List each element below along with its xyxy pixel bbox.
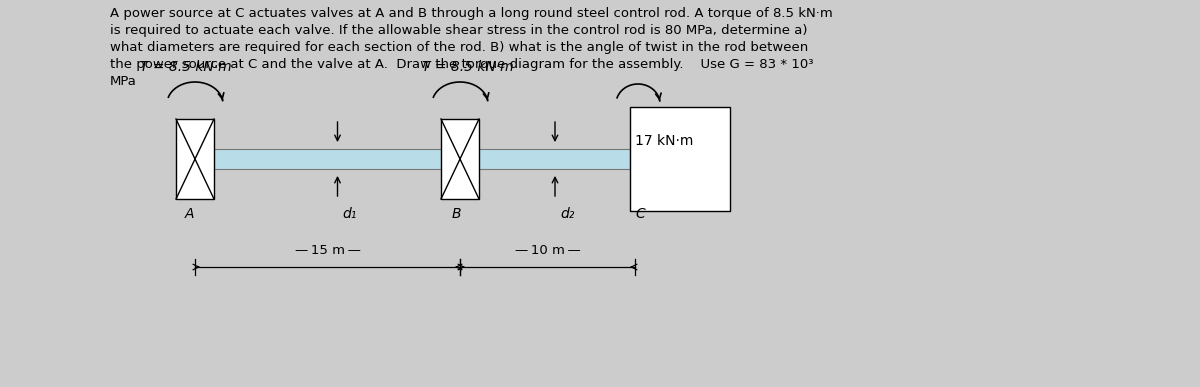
Text: the power source at C and the valve at A.  Draw the torque diagram for the assem: the power source at C and the valve at A… [110, 58, 814, 71]
Text: is required to actuate each valve. If the allowable shear stress in the control : is required to actuate each valve. If th… [110, 24, 808, 37]
Text: 17 kN·m: 17 kN·m [635, 134, 694, 148]
Text: MPa: MPa [110, 75, 137, 88]
Text: A: A [185, 207, 194, 221]
Text: T = 8.5 kN·m: T = 8.5 kN·m [140, 60, 232, 74]
Text: d₂: d₂ [560, 207, 575, 221]
Bar [442, 119, 479, 199]
Text: A power source at C actuates valves at A and B through a long round steel contro: A power source at C actuates valves at A… [110, 7, 833, 20]
Text: C: C [635, 207, 644, 221]
Text: — 15 m —: — 15 m — [294, 244, 360, 257]
Text: T = 8.5 kN·m: T = 8.5 kN·m [422, 60, 514, 74]
Text: B: B [452, 207, 462, 221]
Bar [176, 119, 214, 199]
Text: — 10 m —: — 10 m — [515, 244, 581, 257]
Text: what diameters are required for each section of the rod. B) what is the angle of: what diameters are required for each sec… [110, 41, 809, 54]
Text: d₁: d₁ [342, 207, 356, 221]
Bar [630, 107, 730, 211]
Bar [194, 149, 630, 169]
